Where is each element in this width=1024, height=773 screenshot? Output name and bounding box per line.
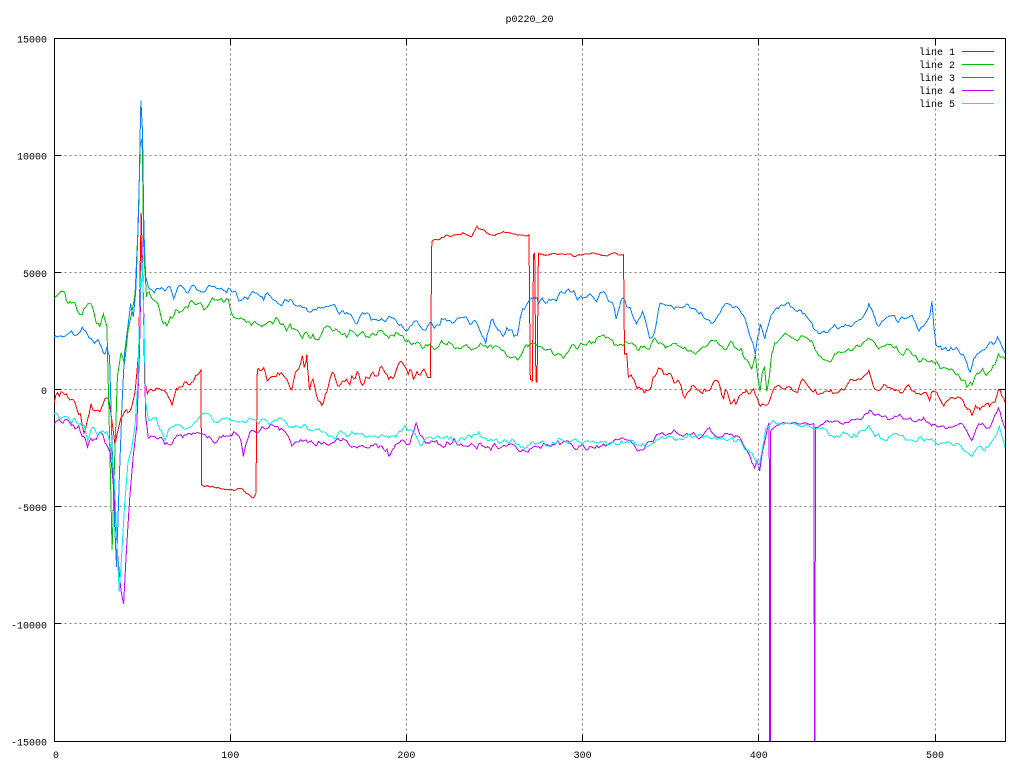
svg-text:line 4: line 4	[919, 86, 955, 98]
svg-text:-5000: -5000	[17, 504, 47, 515]
svg-text:line 2: line 2	[919, 60, 955, 72]
svg-text:300: 300	[574, 751, 592, 762]
svg-text:p0220_20: p0220_20	[505, 15, 553, 26]
svg-text:500: 500	[926, 751, 944, 762]
svg-text:0: 0	[41, 387, 47, 398]
svg-text:5000: 5000	[23, 270, 47, 281]
svg-text:10000: 10000	[17, 153, 47, 164]
svg-text:200: 200	[397, 751, 415, 762]
svg-text:line 3: line 3	[919, 73, 955, 85]
svg-text:-15000: -15000	[11, 739, 47, 750]
svg-text:line 1: line 1	[919, 47, 955, 59]
svg-text:line 5: line 5	[919, 99, 955, 111]
svg-text:400: 400	[750, 751, 768, 762]
svg-text:-10000: -10000	[11, 621, 47, 632]
svg-text:0: 0	[53, 751, 59, 762]
svg-text:100: 100	[221, 751, 239, 762]
svg-text:15000: 15000	[17, 36, 47, 47]
